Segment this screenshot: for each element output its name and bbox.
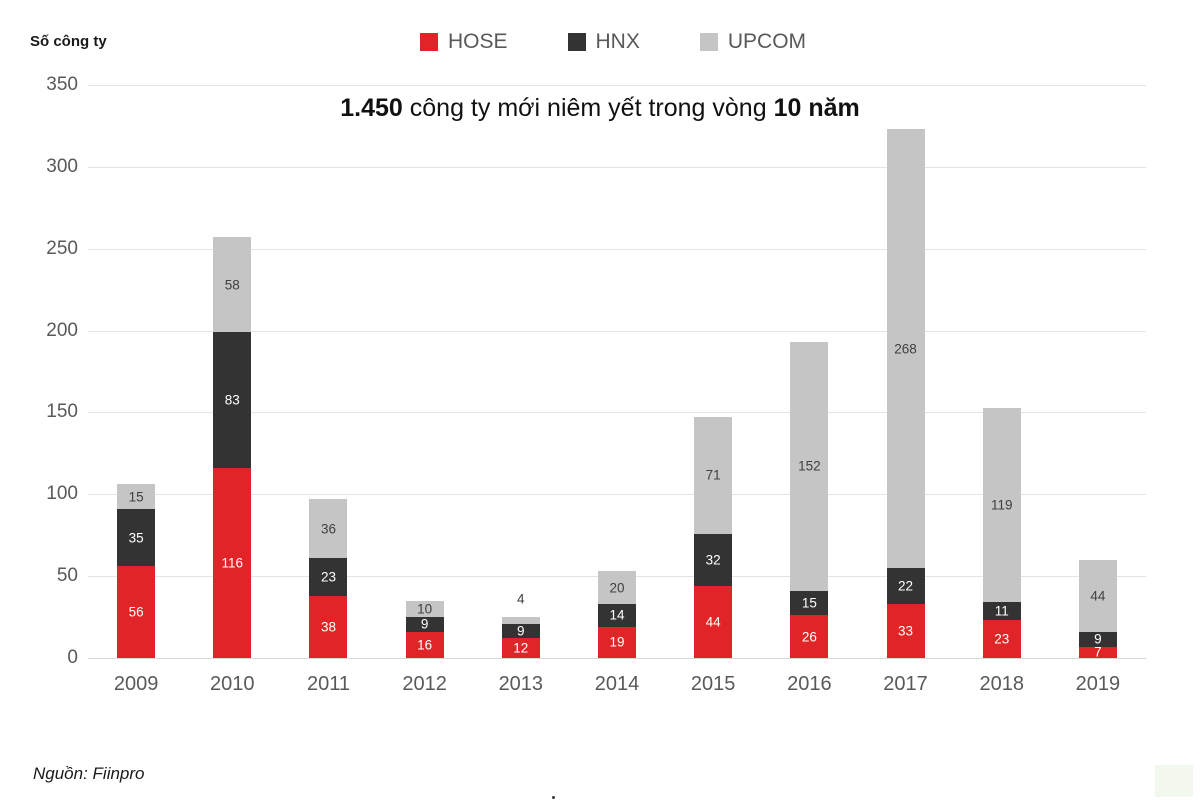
y-tick-label-250: 250 — [46, 237, 78, 259]
y-tick-label-350: 350 — [46, 74, 78, 95]
segment-hnx-2009[interactable] — [117, 509, 156, 567]
y-tick-label-200: 200 — [46, 319, 78, 341]
x-tick-label-2014: 2014 — [594, 673, 640, 695]
x-tick-label-2013: 2013 — [498, 673, 544, 695]
y-axis-title: Số công ty — [30, 33, 107, 50]
legend-item-hose[interactable]: HOSE — [420, 30, 508, 54]
segment-hose-2010[interactable] — [213, 468, 252, 658]
segment-hnx-2017[interactable] — [886, 567, 925, 604]
bar-2010[interactable]: 116 83 58 — [213, 237, 252, 658]
gridline-100 — [88, 494, 1146, 496]
segment-upcom-2018[interactable] — [982, 407, 1021, 603]
legend-item-hnx[interactable]: HNX — [567, 30, 640, 54]
segment-upcom-2011[interactable] — [309, 499, 348, 559]
segment-upcom-2013[interactable] — [501, 617, 540, 624]
segment-hose-2015[interactable] — [694, 585, 733, 658]
bar-2012[interactable]: 16 9 10 — [405, 600, 444, 658]
segment-hose-2019[interactable] — [1078, 646, 1117, 658]
y-tick-label-0: 0 — [67, 647, 78, 668]
segment-hose-2009[interactable] — [117, 566, 156, 658]
chart-legend: HOSE HNX UPCOM — [420, 30, 806, 54]
x-tick-label-2016: 2016 — [787, 673, 832, 695]
segment-upcom-2019[interactable] — [1078, 559, 1117, 632]
segment-hnx-2010[interactable] — [213, 332, 252, 469]
gridline-250 — [88, 248, 1146, 250]
bar-2013[interactable]: 12 9 4 — [501, 592, 540, 658]
segment-hose-2017[interactable] — [886, 603, 925, 658]
gridline-0 — [88, 658, 1146, 659]
segment-hose-2018[interactable] — [982, 620, 1021, 658]
chart-title-years: 10 năm — [773, 94, 860, 122]
source-note: Nguồn: Fiinpro — [33, 764, 145, 783]
legend-label-hose: HOSE — [448, 30, 508, 53]
segment-upcom-2012[interactable] — [405, 600, 444, 618]
gridline-350 — [88, 85, 1146, 86]
chart-title-number: 1.450 — [340, 94, 403, 122]
bar-2018[interactable]: 23 11 119 — [982, 407, 1021, 658]
y-tick-label-150: 150 — [46, 401, 78, 423]
x-tick-label-2015: 2015 — [690, 673, 736, 695]
chart-title: 1.450 công ty mới niêm yết trong vòng 10… — [0, 94, 1200, 123]
x-tick-label-2017: 2017 — [883, 673, 928, 695]
x-tick-label-2019: 2019 — [1075, 673, 1121, 695]
bar-2009[interactable]: 56 35 15 — [117, 484, 156, 658]
y-tick-label-100: 100 — [46, 483, 78, 505]
segment-hnx-2014[interactable] — [598, 604, 636, 627]
bar-2017[interactable]: 33 22 268 — [886, 129, 925, 658]
x-tick-label-2012: 2012 — [402, 673, 447, 695]
segment-upcom-2010[interactable] — [213, 237, 252, 333]
legend-label-hnx: HNX — [595, 30, 640, 53]
legend-swatch-hose — [420, 33, 438, 51]
segment-upcom-2017[interactable] — [886, 129, 925, 568]
segment-hnx-2016[interactable] — [790, 590, 829, 616]
segment-hnx-2019[interactable] — [1078, 631, 1117, 647]
segment-upcom-2014[interactable] — [598, 571, 636, 604]
y-tick-label-300: 300 — [46, 155, 78, 177]
segment-upcom-2016[interactable] — [790, 342, 829, 591]
y-tick-label-50: 50 — [56, 565, 78, 587]
x-tick-label-2018: 2018 — [979, 673, 1024, 695]
x-tick-label-2009: 2009 — [113, 673, 159, 695]
segment-hose-2011[interactable] — [309, 595, 348, 658]
segment-hnx-2015[interactable] — [694, 533, 733, 586]
segment-hose-2016[interactable] — [790, 615, 829, 658]
bar-2016[interactable]: 26 15 152 — [790, 342, 829, 658]
bar-2014[interactable]: 19 14 20 — [598, 571, 636, 658]
segment-hose-2012[interactable] — [405, 631, 444, 658]
chart-title-text: công ty mới niêm yết trong vòng — [402, 94, 774, 122]
segment-upcom-2009[interactable] — [117, 484, 156, 510]
segment-hose-2014[interactable] — [598, 626, 636, 658]
page-artifact-dot — [552, 796, 555, 799]
segment-hnx-2018[interactable] — [982, 602, 1021, 621]
value-label-upcom-2013: 4 — [517, 591, 525, 607]
gridline-200 — [88, 330, 1146, 332]
segment-hnx-2012[interactable] — [405, 617, 444, 632]
gridline-300 — [88, 166, 1146, 168]
legend-label-upcom: UPCOM — [727, 30, 807, 53]
corner-watermark — [1155, 765, 1193, 797]
legend-swatch-hnx — [567, 33, 586, 51]
segment-upcom-2015[interactable] — [694, 417, 733, 534]
x-tick-label-2011: 2011 — [306, 673, 350, 695]
bar-2019[interactable]: 7 9 44 — [1078, 559, 1117, 660]
segment-hose-2013[interactable] — [501, 638, 540, 658]
gridline-150 — [88, 412, 1146, 414]
plot-area: 0 50 100 150 200 250 300 350 56 35 15 116 83 58 38 23 36… — [46, 74, 1146, 668]
segment-hnx-2011[interactable] — [309, 558, 348, 596]
legend-swatch-upcom — [699, 33, 718, 51]
legend-item-upcom[interactable]: UPCOM — [699, 30, 807, 54]
bar-2015[interactable]: 44 32 71 — [694, 417, 733, 658]
segment-hnx-2013[interactable] — [501, 623, 540, 639]
bar-2011[interactable]: 38 23 36 — [309, 499, 348, 658]
x-tick-label-2010: 2010 — [210, 673, 255, 695]
